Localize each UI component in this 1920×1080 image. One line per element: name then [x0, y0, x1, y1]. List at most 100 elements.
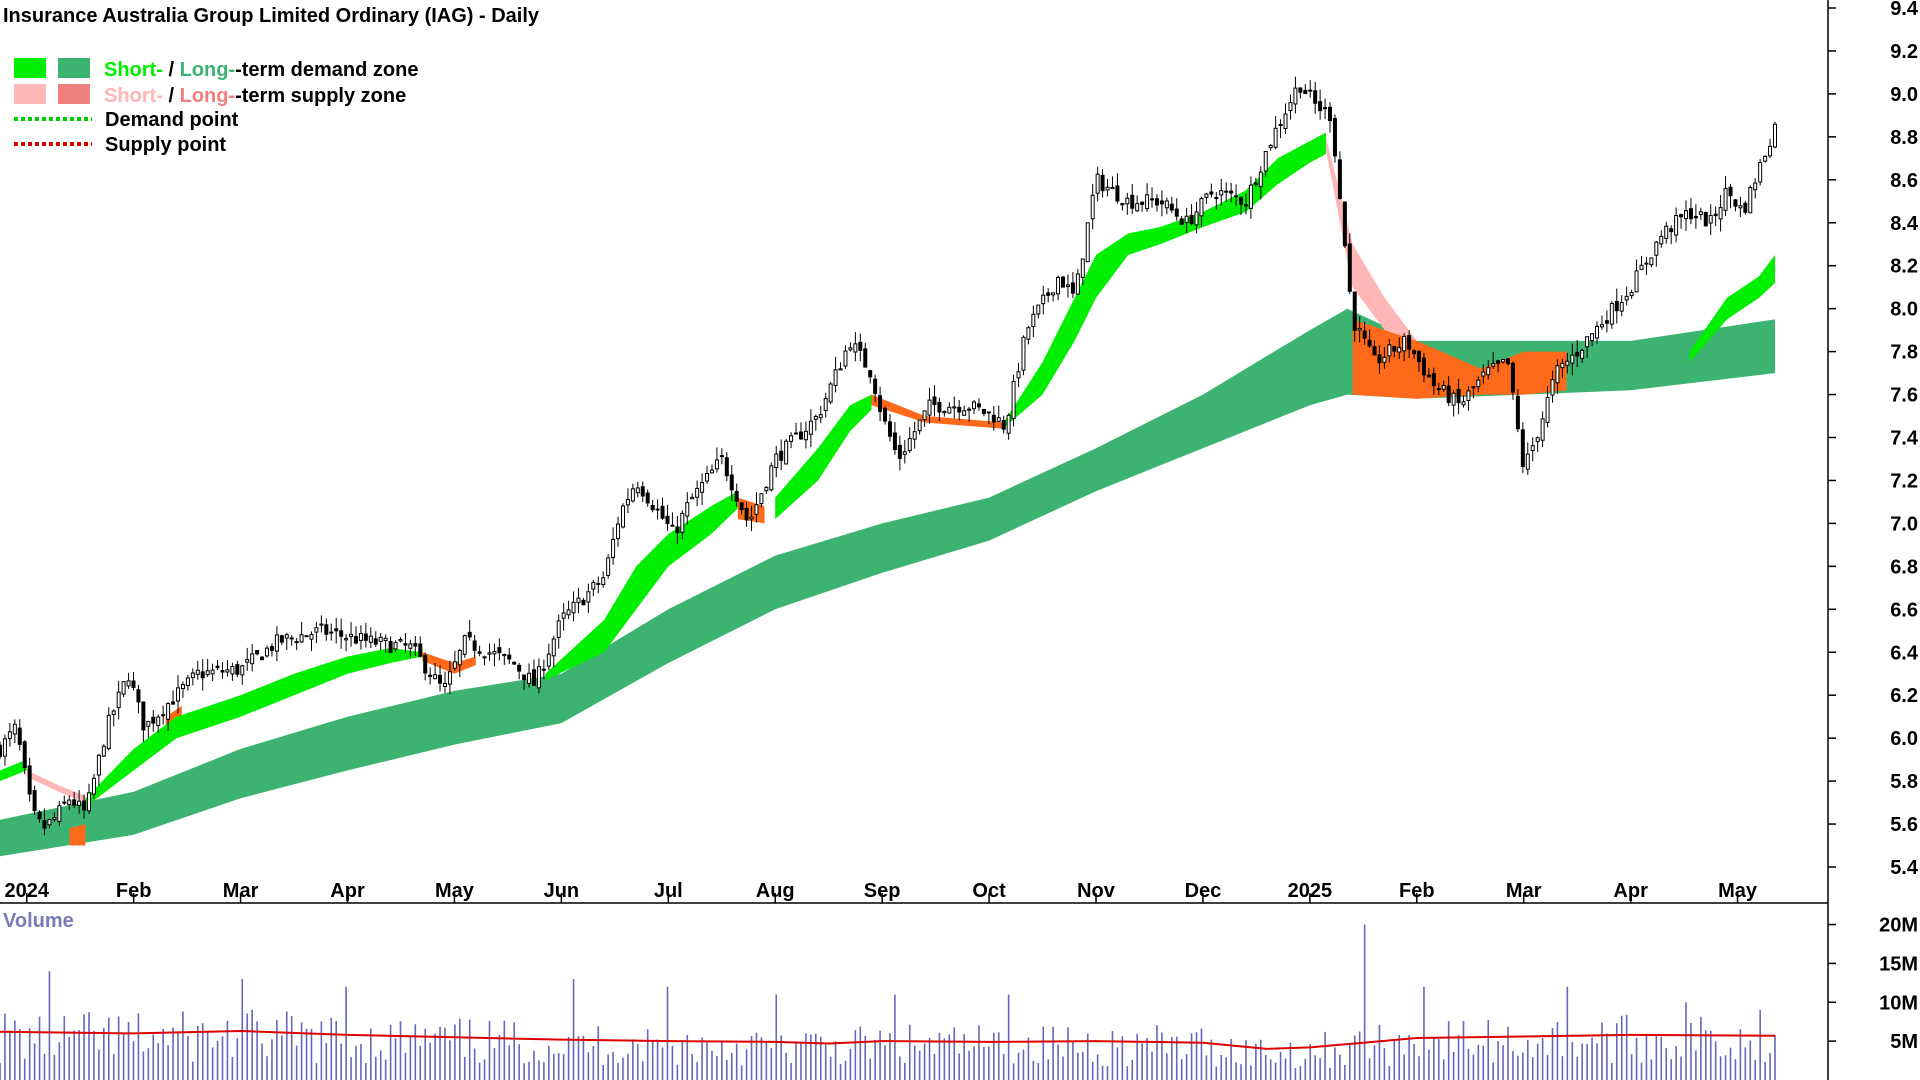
candle-body	[225, 669, 230, 673]
candle-body	[1288, 102, 1293, 112]
candle-body	[1693, 215, 1698, 219]
candle-body	[1011, 380, 1016, 419]
candle-body	[512, 661, 517, 665]
candle-body	[1753, 182, 1758, 191]
candle-body	[838, 368, 843, 371]
candle-body	[86, 792, 91, 812]
candle-body	[1318, 101, 1323, 112]
candle-body	[1130, 194, 1135, 209]
candle-body	[1209, 191, 1214, 195]
candle-body	[1758, 162, 1763, 183]
candle-body	[240, 665, 245, 676]
volume-tick-label: 10M	[1879, 992, 1918, 1014]
candle-body	[1510, 362, 1515, 393]
candle-body	[734, 491, 739, 502]
candle-body	[72, 799, 77, 806]
candle-body	[986, 411, 991, 414]
candle-body	[1090, 194, 1095, 220]
candle-body	[1698, 211, 1703, 215]
candle-body	[1768, 145, 1773, 157]
candle-body	[1604, 320, 1609, 324]
candle-body	[922, 410, 927, 421]
candle-body	[1575, 351, 1580, 357]
candle-body	[1451, 392, 1456, 406]
candle-body	[759, 493, 764, 505]
candle-body	[1159, 200, 1164, 205]
candle-body	[274, 634, 279, 652]
candle-body	[1100, 174, 1105, 192]
candle-body	[1515, 395, 1520, 430]
candle-body	[1644, 262, 1649, 265]
candle-body	[339, 630, 344, 637]
candle-body	[1763, 155, 1768, 162]
candle-body	[284, 634, 289, 639]
month-label: 2025	[1288, 880, 1333, 902]
candle-body	[789, 435, 794, 442]
candle-body	[1431, 372, 1436, 387]
candle-body	[744, 507, 749, 521]
candle-body	[1614, 300, 1619, 312]
candle-body	[1204, 193, 1209, 198]
price-tick-label: 5.8	[1890, 771, 1918, 793]
candle-body	[1041, 294, 1046, 305]
candle-body	[235, 664, 240, 675]
candle-body	[185, 677, 190, 687]
candle-body	[77, 800, 82, 807]
candle-body	[774, 453, 779, 469]
candle-body	[1303, 89, 1308, 95]
candle-body	[1214, 197, 1219, 200]
month-label: May	[1718, 880, 1758, 902]
candle-body	[279, 635, 284, 643]
candle-body	[833, 369, 838, 386]
candle-body	[1743, 202, 1748, 213]
candle-body	[606, 557, 611, 576]
candle-body	[42, 820, 47, 829]
candle-body	[719, 455, 724, 458]
candle-body	[32, 790, 37, 812]
mixed-zone	[69, 824, 86, 846]
month-label: Nov	[1077, 880, 1116, 902]
candle-body	[596, 582, 601, 585]
legend-swatch	[14, 84, 46, 104]
legend-swatch	[58, 58, 90, 78]
candle-body	[843, 350, 848, 367]
price-tick-label: 5.4	[1890, 857, 1919, 879]
candle-body	[892, 432, 897, 450]
candle-body	[1051, 292, 1056, 296]
candle-body	[1664, 225, 1669, 239]
candle-body	[962, 410, 967, 416]
candle-body	[1061, 276, 1066, 288]
chart-title: Insurance Australia Group Limited Ordina…	[3, 5, 540, 27]
candle-body	[269, 646, 274, 652]
candle-body	[12, 723, 17, 735]
candle-body	[1337, 159, 1342, 200]
candle-body	[1179, 218, 1184, 225]
candle-body	[1486, 367, 1491, 376]
price-tick-label: 8.8	[1890, 127, 1918, 149]
candle-body	[1525, 453, 1530, 470]
candle-body	[294, 641, 299, 644]
candle-body	[1026, 327, 1031, 340]
candle-body	[324, 624, 329, 635]
candle-body	[1545, 397, 1550, 423]
candle-body	[220, 670, 225, 673]
candle-body	[1718, 207, 1723, 220]
candle-body	[423, 654, 428, 674]
candle-body	[47, 819, 52, 826]
candle-body	[887, 421, 892, 437]
candle-body	[200, 671, 205, 679]
candle-body	[1169, 203, 1174, 211]
candle-body	[724, 457, 729, 477]
candle-body	[1585, 336, 1590, 348]
candle-body	[264, 647, 269, 657]
candle-body	[368, 635, 373, 643]
candle-body	[912, 431, 917, 440]
candle-body	[1125, 197, 1130, 205]
short-term-demand-zone	[0, 759, 27, 782]
candle-body	[1001, 420, 1006, 430]
candle-body	[121, 681, 126, 695]
month-label: Aug	[756, 880, 795, 902]
candle-body	[729, 474, 734, 491]
candle-body	[215, 665, 220, 669]
candle-body	[1065, 284, 1070, 288]
